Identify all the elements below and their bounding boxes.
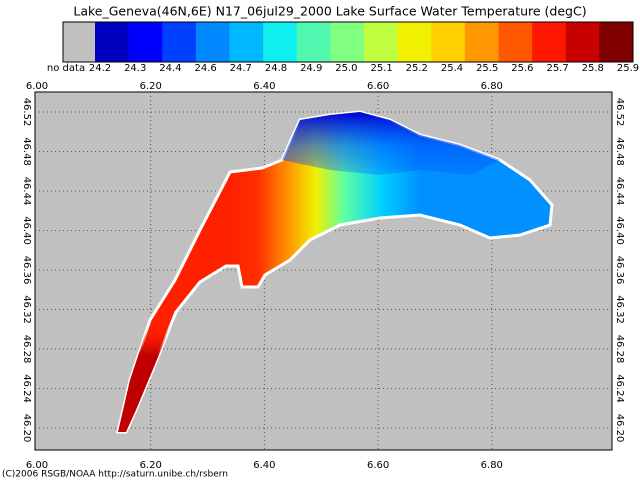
color-label: 25.9 <box>617 63 639 74</box>
lon-label: 6.00 <box>26 81 48 92</box>
color-swatch <box>162 22 197 62</box>
color-label: 24.8 <box>265 63 287 74</box>
color-label: 25.2 <box>406 63 428 74</box>
color-swatch <box>431 22 466 62</box>
colorbar-border <box>62 21 634 63</box>
lon-label: 6.00 <box>26 460 48 471</box>
lat-label: 46.40 <box>21 216 32 245</box>
lat-label: 46.20 <box>21 414 32 443</box>
title: Lake_Geneva(46N,6E) N17_06jul29_2000 Lak… <box>73 4 586 19</box>
color-swatch <box>263 22 298 62</box>
color-label: 25.0 <box>335 63 357 74</box>
color-label: 25.8 <box>582 63 604 74</box>
color-label: 25.4 <box>441 63 463 74</box>
lake-shade <box>282 112 500 175</box>
lon-label: 6.40 <box>253 460 275 471</box>
footer: (C)2006 RSGB/NOAA http://saturn.unibe.ch… <box>2 470 228 480</box>
color-label: 24.9 <box>300 63 322 74</box>
color-swatch <box>229 22 264 62</box>
lon-label: 6.60 <box>367 460 389 471</box>
lat-label: 46.36 <box>21 256 32 285</box>
lat-label: 46.40 <box>614 216 625 245</box>
lat-label: 46.48 <box>614 137 625 166</box>
color-label: 24.3 <box>124 63 146 74</box>
color-swatch <box>95 22 130 62</box>
color-swatch <box>532 22 567 62</box>
color-swatch <box>397 22 432 62</box>
color-swatch <box>330 22 365 62</box>
color-label: 25.5 <box>476 63 498 74</box>
color-label: 24.6 <box>194 63 216 74</box>
lat-label: 46.32 <box>21 295 32 324</box>
no-data-label: no data <box>47 63 85 74</box>
lat-label: 46.28 <box>21 335 32 364</box>
lat-label: 46.52 <box>614 98 625 127</box>
color-label: 24.7 <box>230 63 252 74</box>
color-label: 25.7 <box>546 63 568 74</box>
color-swatch <box>599 22 634 62</box>
lake-shade <box>118 112 552 432</box>
lat-label: 46.20 <box>614 414 625 443</box>
color-label: 25.1 <box>370 63 392 74</box>
color-swatch <box>364 22 399 62</box>
color-swatch <box>195 22 230 62</box>
lon-label: 6.60 <box>367 81 389 92</box>
lat-label: 46.24 <box>21 374 32 403</box>
color-swatch <box>128 22 163 62</box>
color-swatch <box>464 22 499 62</box>
color-label: 25.6 <box>511 63 533 74</box>
lon-label: 6.20 <box>140 81 162 92</box>
lat-label: 46.44 <box>21 177 32 206</box>
lon-label: 6.20 <box>140 460 162 471</box>
color-label: 24.2 <box>89 63 111 74</box>
lake <box>116 110 554 434</box>
color-label: 24.4 <box>159 63 181 74</box>
lat-label: 46.32 <box>614 295 625 324</box>
lat-label: 46.48 <box>21 137 32 166</box>
color-swatch <box>296 22 331 62</box>
color-swatch <box>498 22 533 62</box>
colorbar: no data 24.2 24.3 24.4 24.6 24.7 24.8 24.9 25.0 2… <box>47 21 639 74</box>
lon-label: 6.40 <box>253 81 275 92</box>
lon-label: 6.80 <box>481 460 503 471</box>
lon-label: 6.80 <box>481 81 503 92</box>
no-data-swatch <box>63 22 95 62</box>
lat-label: 46.28 <box>614 335 625 364</box>
lat-label: 46.24 <box>614 374 625 403</box>
lat-label: 46.52 <box>21 98 32 127</box>
lat-label: 46.36 <box>614 256 625 285</box>
lat-label: 46.44 <box>614 177 625 206</box>
color-swatch <box>565 22 600 62</box>
